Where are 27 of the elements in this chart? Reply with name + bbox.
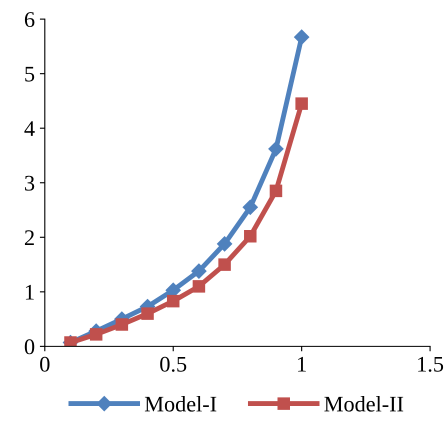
point (294, 30, 310, 45)
y-tick-label: 2 (24, 230, 34, 245)
point (268, 141, 284, 157)
point (141, 307, 154, 320)
x-tick-label: 1.5 (418, 356, 444, 372)
y-tick-label: 5 (25, 66, 34, 82)
point (166, 294, 180, 308)
legend-label: Model-I (144, 396, 216, 412)
x-tick-label: 0.5 (160, 356, 186, 372)
point (270, 184, 282, 198)
point (217, 236, 232, 252)
x-tick-label: 0 (40, 356, 50, 372)
legend-label: Model-II (324, 396, 404, 412)
point (244, 230, 257, 242)
point (90, 328, 102, 341)
point (191, 264, 206, 279)
y-tick-label: 1 (26, 284, 34, 300)
point (295, 97, 308, 110)
point (116, 318, 128, 331)
point (218, 258, 231, 271)
x-tick-label: 1 (298, 356, 306, 372)
point (192, 280, 206, 293)
y-tick-label: 6 (24, 12, 34, 28)
y-tick-label: 4 (24, 121, 35, 136)
point (242, 200, 258, 215)
y-tick-label: 3 (25, 176, 34, 191)
y-tick-label: 0 (24, 339, 34, 354)
